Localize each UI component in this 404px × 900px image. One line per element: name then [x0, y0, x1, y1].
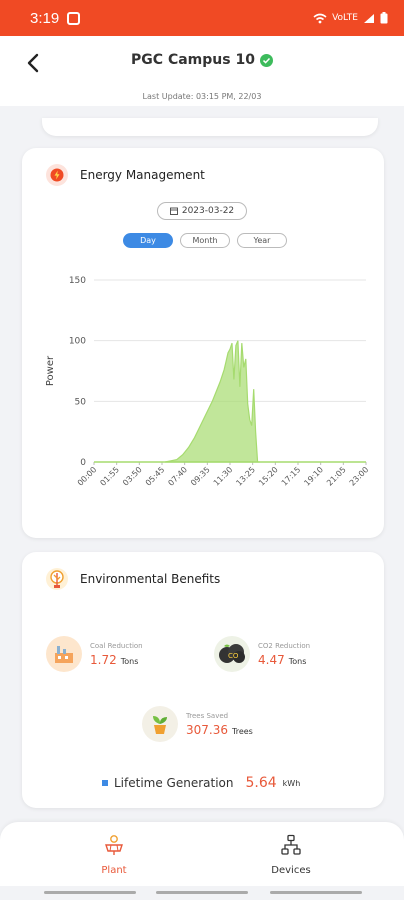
- lifetime-value: 5.64: [245, 775, 277, 791]
- x-tick-label: 11:30: [212, 465, 235, 488]
- status-bar: 3:19 VoLTE: [0, 0, 404, 36]
- y-axis-label: Power: [45, 355, 56, 386]
- co2-value: 4.47: [258, 652, 285, 667]
- x-tick-label: 00:00: [76, 465, 99, 488]
- system-nav-home[interactable]: [156, 891, 248, 894]
- tab-month[interactable]: Month: [180, 233, 230, 248]
- y-tick-label: 100: [69, 337, 86, 347]
- co2-cloud-icon: CO: [214, 636, 250, 672]
- factory-icon: [46, 636, 82, 672]
- energy-card: Energy Management 2023-03-22 Day Month Y…: [22, 148, 384, 538]
- y-tick-label: 50: [75, 397, 87, 407]
- trees-saved-stat: Trees Saved 307.36 Trees: [142, 706, 253, 742]
- tab-day[interactable]: Day: [123, 233, 173, 248]
- date-picker[interactable]: 2023-03-22: [157, 202, 247, 220]
- x-tick-label: 05:45: [144, 465, 167, 488]
- system-nav-back[interactable]: [270, 891, 362, 894]
- solar-plant-icon: [105, 835, 123, 855]
- coal-reduction-stat: Coal Reduction 1.72 Tons: [46, 636, 143, 672]
- x-tick-label: 13:25: [234, 465, 257, 488]
- plant-pot-icon: [142, 706, 178, 742]
- trees-value: 307.36: [186, 722, 228, 737]
- check-badge-icon: [259, 53, 273, 67]
- environment-title: Environmental Benefits: [80, 572, 221, 586]
- devices-network-icon: [281, 834, 301, 855]
- notification-icon: [67, 11, 81, 25]
- lifetime-generation: Lifetime Generation 5.64 kWh: [102, 775, 300, 791]
- lifetime-label: Lifetime Generation: [114, 776, 234, 790]
- svg-text:CO: CO: [228, 652, 239, 660]
- back-button[interactable]: [20, 50, 46, 76]
- lightning-icon: [46, 164, 68, 186]
- x-tick-label: 21:05: [325, 465, 348, 488]
- trees-unit: Trees: [232, 726, 253, 736]
- coal-value: 1.72: [90, 652, 117, 667]
- coal-label: Coal Reduction: [90, 641, 143, 650]
- co2-unit: Tons: [288, 656, 307, 666]
- environment-card: Environmental Benefits Coal Reduction 1.…: [22, 552, 384, 808]
- system-nav-bar: [0, 886, 404, 900]
- signal-icon: [364, 13, 374, 23]
- power-area-series: [164, 340, 260, 463]
- date-value: 2023-03-22: [181, 206, 235, 216]
- coal-unit: Tons: [120, 656, 139, 666]
- lifetime-unit: kWh: [282, 778, 301, 788]
- x-tick-label: 15:20: [257, 465, 280, 488]
- co2-reduction-stat: CO CO2 Reduction 4.47 Tons: [214, 636, 310, 672]
- x-tick-label: 01:55: [98, 465, 121, 488]
- bottom-nav: Plant Devices: [0, 822, 404, 886]
- x-tick-label: 03:50: [121, 465, 144, 488]
- co2-label: CO2 Reduction: [258, 641, 311, 650]
- chevron-left-icon: [27, 53, 39, 73]
- status-icons: VoLTE: [313, 12, 388, 24]
- last-update: Last Update: 03:15 PM, 22/03: [142, 92, 262, 101]
- battery-icon: [380, 12, 388, 24]
- nav-devices[interactable]: Devices: [251, 834, 331, 876]
- eco-tree-icon: [46, 568, 68, 590]
- header: PGC Campus 10 Last Update: 03:15 PM, 22/…: [0, 36, 404, 106]
- x-tick-label: 09:35: [189, 465, 212, 488]
- calendar-icon: [169, 207, 178, 215]
- legend-square-icon: [102, 780, 108, 786]
- nav-plant-label: Plant: [101, 865, 127, 876]
- page-title: PGC Campus 10: [131, 52, 255, 68]
- previous-card: [42, 118, 378, 136]
- period-tabs: Day Month Year: [123, 233, 287, 248]
- y-tick-label: 0: [80, 458, 86, 468]
- wifi-icon: [313, 13, 327, 23]
- x-tick-label: 23:00: [348, 465, 371, 488]
- energy-title: Energy Management: [80, 168, 205, 182]
- energy-card-header: Energy Management: [46, 164, 205, 186]
- status-time: 3:19: [30, 9, 60, 27]
- x-tick-label: 19:10: [302, 465, 325, 488]
- nav-plant[interactable]: Plant: [74, 834, 154, 876]
- y-tick-label: 150: [69, 276, 86, 286]
- tab-year[interactable]: Year: [237, 233, 287, 248]
- nav-devices-label: Devices: [271, 865, 311, 876]
- x-tick-label: 17:15: [280, 465, 303, 488]
- system-nav-left[interactable]: [44, 891, 136, 894]
- network-label: VoLTE: [332, 13, 358, 23]
- trees-label: Trees Saved: [186, 711, 229, 720]
- x-tick-label: 07:40: [166, 465, 189, 488]
- page-title-wrap: PGC Campus 10: [0, 52, 404, 68]
- power-chart: 0 50 100 150 Power 00:00 01:55 03:50 05:45 07:40 0…: [45, 276, 371, 488]
- environment-card-header: Environmental Benefits: [46, 568, 220, 590]
